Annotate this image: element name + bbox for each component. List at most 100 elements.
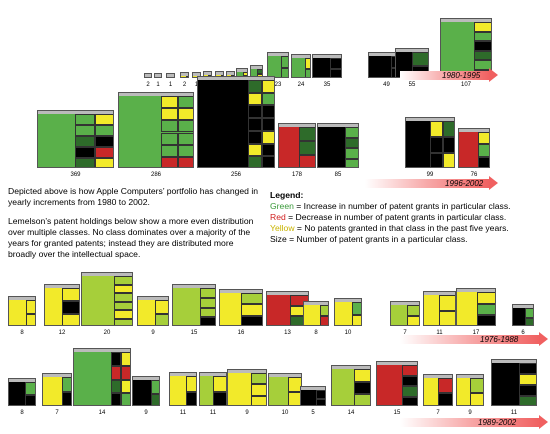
treemap-cell bbox=[473, 50, 491, 60]
treemap bbox=[37, 110, 114, 168]
treemap-cell bbox=[289, 295, 308, 306]
patent-count-label: 7 bbox=[403, 330, 407, 336]
treemap-cell bbox=[469, 378, 483, 393]
treemap-cell bbox=[160, 144, 178, 157]
treemap-cell bbox=[186, 376, 196, 392]
patent-count-label: 1 bbox=[192, 82, 201, 88]
treemap-cell bbox=[121, 393, 130, 405]
treemap-cell bbox=[94, 136, 113, 147]
treemap-cell bbox=[74, 158, 95, 167]
treemap-cell bbox=[94, 158, 113, 167]
treemap-cell bbox=[160, 96, 178, 109]
description-paragraph-1: Depicted above is how Apple Computers’ p… bbox=[8, 186, 259, 207]
treemap-cell bbox=[257, 69, 262, 74]
patent-count-label: 14 bbox=[98, 410, 106, 416]
treemap-cell bbox=[199, 288, 215, 298]
patent-count-label: 286 bbox=[150, 172, 161, 178]
patent-count-label: 17 bbox=[472, 330, 480, 336]
treemap-cell bbox=[114, 293, 132, 302]
treemap-cell bbox=[240, 304, 262, 316]
treemap-cell bbox=[213, 376, 226, 392]
patent-count-label: 49 bbox=[383, 82, 390, 88]
treemap-cell bbox=[61, 288, 79, 301]
treemap bbox=[405, 117, 455, 168]
treemap-cell bbox=[110, 352, 122, 366]
patent-count-label: 8 bbox=[20, 410, 24, 416]
treemap-cell bbox=[351, 314, 361, 325]
treemap-cell bbox=[319, 305, 328, 316]
treemap bbox=[73, 348, 131, 406]
treemap bbox=[268, 373, 302, 406]
patent-count-label: 8 bbox=[314, 330, 318, 336]
patent-count-label: 11 bbox=[436, 330, 443, 336]
treemap-cell bbox=[121, 379, 130, 394]
treemap-cell bbox=[94, 147, 113, 158]
treemap-cell bbox=[477, 303, 495, 316]
lemelson-row-1976-1988: 8 12 20 9 15 16 13 8 10 7 11 17 6 bbox=[0, 270, 550, 338]
treemap-cell bbox=[477, 132, 489, 145]
treemap bbox=[334, 298, 362, 326]
patent-count-label: 9 bbox=[468, 410, 472, 416]
treemap-cell bbox=[61, 314, 79, 325]
treemap-cell bbox=[247, 92, 262, 106]
legend-size: Size = Number of patent grants in a part… bbox=[270, 234, 468, 244]
treemap-cell bbox=[329, 58, 341, 69]
treemap-cell bbox=[439, 295, 455, 311]
treemap-cell bbox=[247, 130, 262, 144]
treemap bbox=[227, 369, 267, 406]
patent-count-label: 6 bbox=[521, 330, 525, 336]
patent-count-label: 15 bbox=[393, 410, 401, 416]
treemap-cell bbox=[280, 67, 288, 77]
patent-count-label: 10 bbox=[281, 410, 289, 416]
treemap-cell bbox=[114, 301, 132, 310]
treemap-cell bbox=[429, 121, 443, 137]
treemap bbox=[423, 291, 456, 326]
treemap-cell bbox=[473, 22, 491, 32]
treemap-cell bbox=[518, 374, 536, 385]
treemap-cell bbox=[473, 41, 491, 51]
treemap-cell bbox=[429, 137, 443, 153]
treemap-cell bbox=[24, 394, 35, 405]
treemap-cell bbox=[240, 293, 262, 305]
treemap-cell bbox=[251, 395, 266, 405]
treemap-cell bbox=[26, 300, 35, 314]
treemap-cell bbox=[114, 310, 132, 319]
treemap-cell bbox=[121, 352, 130, 366]
patent-count-label: 9 bbox=[144, 410, 148, 416]
treemap-cell bbox=[316, 398, 325, 405]
patent-count-label: 20 bbox=[103, 330, 111, 336]
treemap-cell bbox=[304, 58, 310, 69]
treemap-cell bbox=[351, 302, 361, 315]
treemap-cell bbox=[518, 385, 536, 396]
treemap-cell bbox=[199, 297, 215, 308]
treemap bbox=[267, 52, 289, 78]
treemap-cell bbox=[257, 74, 262, 77]
treemap bbox=[376, 361, 418, 406]
treemap-cell bbox=[353, 381, 370, 395]
patent-count-label: 55 bbox=[408, 82, 416, 88]
treemap bbox=[312, 54, 342, 78]
treemap-cell bbox=[406, 305, 419, 316]
treemap bbox=[440, 18, 492, 78]
patent-count-label: 14 bbox=[347, 410, 355, 416]
patent-count-label: 35 bbox=[323, 82, 331, 88]
apple-description: Depicted above is how Apple Computers’ p… bbox=[8, 186, 260, 260]
patent-count-label: 7 bbox=[436, 410, 440, 416]
patent-count-label: 2 bbox=[146, 82, 150, 88]
treemap-cell bbox=[61, 377, 71, 392]
treemap-cell bbox=[429, 153, 443, 167]
patent-count-label: 13 bbox=[284, 330, 291, 336]
treemap-cell bbox=[289, 316, 308, 325]
treemap-cell bbox=[345, 137, 358, 148]
treemap-cell bbox=[401, 386, 417, 397]
treemap-cell bbox=[251, 373, 266, 385]
treemap-cell bbox=[477, 315, 495, 325]
treemap bbox=[317, 123, 359, 168]
treemap-cell bbox=[261, 143, 274, 157]
patent-count-label: 11 bbox=[209, 410, 217, 416]
treemap bbox=[180, 72, 189, 78]
range-label-1976-1988: 1976-1988 bbox=[480, 335, 519, 344]
treemap-cell bbox=[287, 392, 301, 405]
range-label-1980-1995: 1980-1995 bbox=[442, 71, 481, 80]
treemap-cell bbox=[261, 130, 274, 144]
